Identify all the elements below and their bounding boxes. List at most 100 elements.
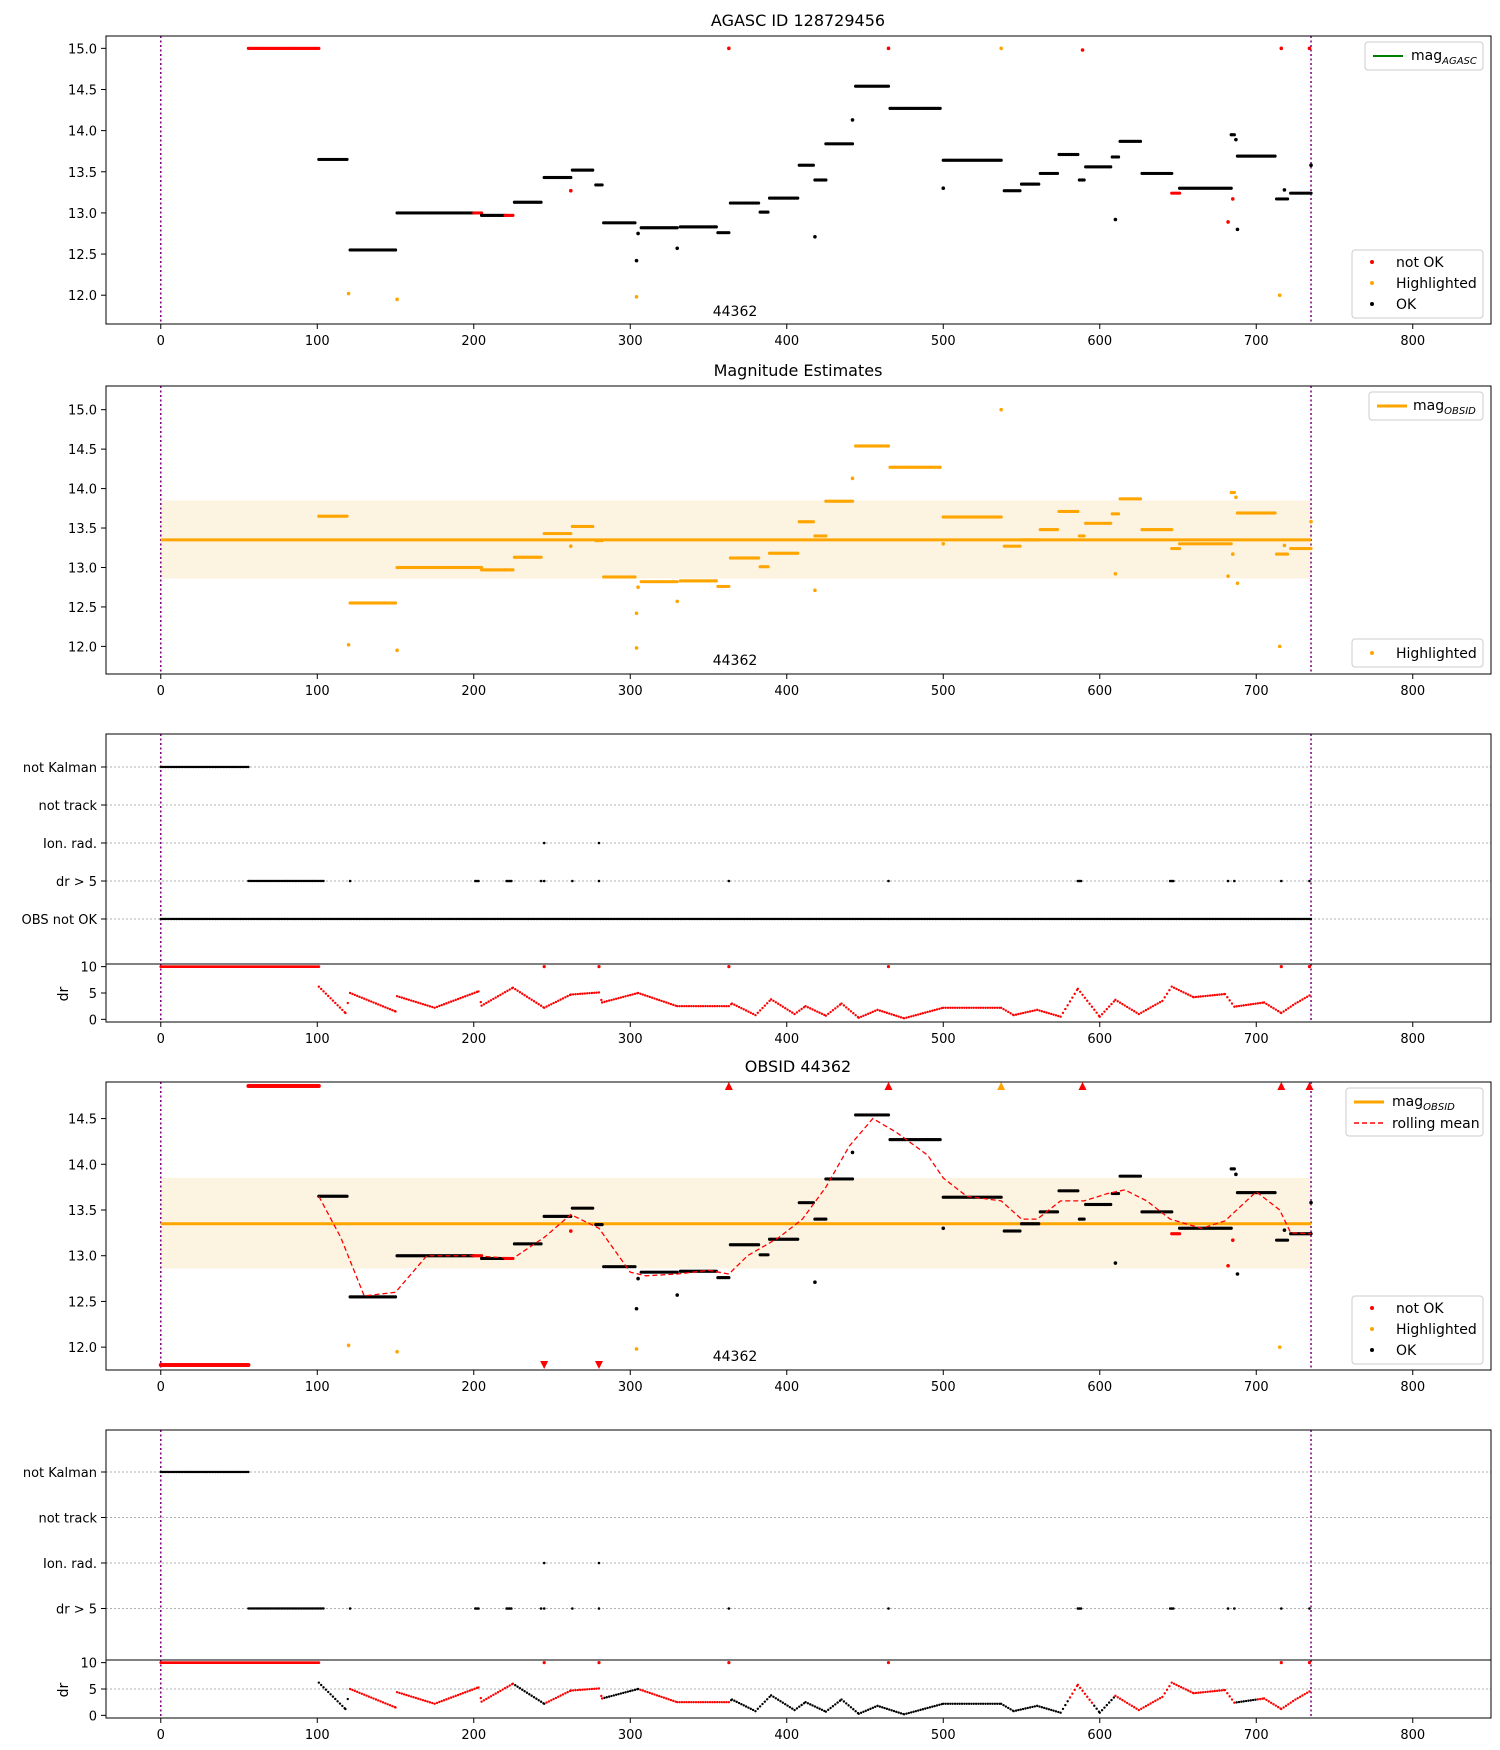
dr-point bbox=[1024, 1011, 1027, 1014]
flag-point bbox=[510, 879, 513, 883]
dr-point bbox=[840, 1698, 843, 1701]
dr-point bbox=[329, 1693, 332, 1696]
dr-point bbox=[501, 992, 504, 995]
dr-point bbox=[535, 1697, 538, 1700]
dr-point bbox=[972, 1006, 975, 1009]
dr-point bbox=[895, 1710, 898, 1714]
dr-point bbox=[912, 1710, 915, 1713]
dr-point bbox=[1047, 1708, 1051, 1711]
dr-point bbox=[1218, 993, 1221, 996]
dr-point bbox=[1031, 1705, 1034, 1709]
x-tick-label: 700 bbox=[1244, 334, 1269, 349]
dr-point bbox=[542, 1661, 546, 1665]
data-point bbox=[1055, 171, 1060, 176]
data-point bbox=[393, 248, 398, 252]
y-tick-label: 13.0 bbox=[68, 1250, 97, 1265]
dr-point bbox=[452, 999, 455, 1002]
dr-point bbox=[720, 1700, 724, 1704]
x-tick-label: 600 bbox=[1087, 684, 1112, 699]
data-point bbox=[675, 246, 680, 251]
dr-point bbox=[351, 992, 354, 996]
data-point bbox=[1229, 186, 1233, 190]
dr-point bbox=[737, 1005, 741, 1009]
dr-point bbox=[1061, 1011, 1065, 1015]
data-point bbox=[633, 1265, 637, 1269]
dr-point bbox=[1206, 1690, 1209, 1693]
dr-point bbox=[813, 1009, 817, 1012]
dr-point bbox=[445, 1002, 448, 1005]
dr-point bbox=[965, 1006, 968, 1009]
dr-point bbox=[479, 1000, 483, 1004]
dr-point bbox=[578, 1688, 582, 1692]
dr-point bbox=[539, 1004, 543, 1007]
dr-point bbox=[518, 1687, 522, 1690]
dr-point bbox=[421, 1698, 425, 1702]
dr-point bbox=[914, 1013, 918, 1017]
dr-point bbox=[360, 1692, 364, 1695]
dr-point bbox=[499, 1689, 502, 1693]
dr-point bbox=[1114, 1694, 1117, 1698]
dr-point bbox=[1071, 1692, 1074, 1695]
out-of-range-marker bbox=[540, 1361, 549, 1369]
dr-point bbox=[1050, 1012, 1053, 1016]
dr-point bbox=[1235, 1701, 1238, 1704]
dr-point bbox=[1305, 1691, 1309, 1695]
dr-point bbox=[1110, 1698, 1113, 1702]
legend-highlighted: Highlighted bbox=[1396, 276, 1477, 292]
dr-point bbox=[588, 991, 591, 995]
dr-point bbox=[1172, 1682, 1176, 1686]
data-point bbox=[1037, 182, 1041, 186]
data-point bbox=[345, 1194, 349, 1198]
data-point bbox=[1277, 293, 1282, 298]
dr-point bbox=[1090, 1005, 1094, 1008]
data-point bbox=[346, 291, 351, 296]
dr-point bbox=[348, 1687, 352, 1691]
data-point bbox=[1037, 1222, 1041, 1226]
data-point bbox=[1234, 495, 1238, 500]
data-point bbox=[675, 226, 679, 230]
flag-point bbox=[247, 1470, 250, 1474]
data-point bbox=[1116, 1191, 1121, 1196]
data-point bbox=[634, 295, 639, 299]
dr-point bbox=[619, 1692, 623, 1695]
dr-point bbox=[525, 1691, 529, 1694]
dr-point bbox=[363, 997, 366, 1000]
dr-point bbox=[514, 1684, 517, 1687]
dr-point bbox=[881, 1706, 884, 1709]
dr-point bbox=[899, 1712, 903, 1715]
dr-point bbox=[1066, 1700, 1069, 1703]
legend-mag-agasc: mag bbox=[1411, 48, 1442, 64]
dr-point bbox=[1081, 993, 1084, 996]
dr-point bbox=[1035, 1704, 1039, 1708]
dr-point bbox=[1004, 1009, 1008, 1012]
dr-point bbox=[374, 1002, 378, 1005]
x-tick-label: 0 bbox=[157, 684, 165, 699]
dr-point bbox=[438, 1004, 441, 1008]
flag-point bbox=[597, 1607, 601, 1610]
flag-point bbox=[322, 879, 325, 883]
dr-point bbox=[391, 1008, 394, 1012]
dr-point bbox=[866, 1012, 870, 1016]
data-point bbox=[1234, 137, 1238, 142]
dr-point bbox=[1218, 1689, 1221, 1692]
dr-point bbox=[1296, 1001, 1299, 1004]
dr-point bbox=[883, 1010, 886, 1014]
dr-point bbox=[774, 1001, 778, 1004]
dr-point bbox=[899, 1016, 903, 1019]
data-point bbox=[591, 1206, 595, 1210]
dr-point bbox=[864, 1709, 867, 1713]
dr-point bbox=[571, 993, 575, 996]
data-point bbox=[850, 118, 855, 122]
data-point bbox=[1055, 528, 1060, 532]
dr-point bbox=[521, 992, 524, 995]
y-tick-label: 12.0 bbox=[68, 289, 97, 304]
data-point bbox=[675, 1270, 679, 1274]
dr-point bbox=[542, 1702, 546, 1705]
dr-point bbox=[1093, 1704, 1096, 1707]
x-tick-label: 100 bbox=[305, 1380, 330, 1395]
dr-point bbox=[1206, 994, 1209, 997]
dr-point bbox=[1149, 1006, 1152, 1009]
x-tick-label: 800 bbox=[1400, 1032, 1425, 1047]
x-tick-label: 500 bbox=[931, 1032, 956, 1047]
dr-point bbox=[1197, 995, 1200, 998]
